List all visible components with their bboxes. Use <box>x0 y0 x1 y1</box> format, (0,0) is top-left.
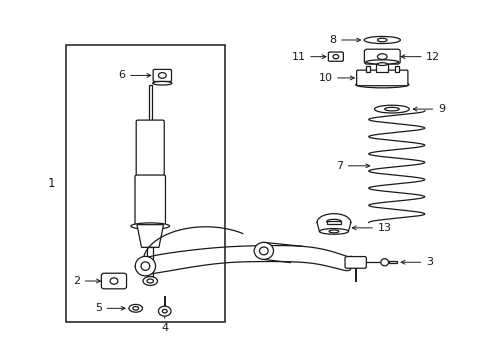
Circle shape <box>158 73 166 78</box>
Ellipse shape <box>135 256 155 276</box>
Ellipse shape <box>374 105 408 113</box>
Bar <box>65 45 224 322</box>
FancyBboxPatch shape <box>328 52 343 61</box>
Polygon shape <box>137 225 163 247</box>
Ellipse shape <box>380 259 388 266</box>
Text: 12: 12 <box>426 51 440 62</box>
Ellipse shape <box>364 36 400 44</box>
Ellipse shape <box>133 306 138 310</box>
Ellipse shape <box>384 107 398 111</box>
Ellipse shape <box>147 279 153 283</box>
Text: 11: 11 <box>291 51 305 62</box>
Text: 7: 7 <box>335 161 343 171</box>
Bar <box>394 66 398 72</box>
Ellipse shape <box>142 276 157 285</box>
Ellipse shape <box>365 60 398 64</box>
FancyBboxPatch shape <box>364 49 399 64</box>
Ellipse shape <box>254 242 273 260</box>
Ellipse shape <box>152 81 172 85</box>
Ellipse shape <box>131 223 169 229</box>
Bar <box>326 221 341 224</box>
Text: 1: 1 <box>47 177 55 190</box>
Ellipse shape <box>162 309 167 313</box>
Ellipse shape <box>328 230 338 233</box>
FancyBboxPatch shape <box>135 175 165 228</box>
FancyBboxPatch shape <box>356 70 407 86</box>
Ellipse shape <box>141 262 149 270</box>
Ellipse shape <box>158 306 171 316</box>
Ellipse shape <box>259 247 267 255</box>
FancyBboxPatch shape <box>136 120 164 176</box>
Text: 4: 4 <box>161 323 168 333</box>
Ellipse shape <box>377 63 386 66</box>
Bar <box>148 85 152 122</box>
Ellipse shape <box>326 219 341 224</box>
Ellipse shape <box>377 38 386 42</box>
Text: 13: 13 <box>377 223 391 233</box>
Text: 3: 3 <box>425 257 432 267</box>
Text: 5: 5 <box>95 303 102 313</box>
Ellipse shape <box>355 81 408 88</box>
Bar <box>147 247 153 276</box>
Bar <box>388 261 396 263</box>
Ellipse shape <box>110 278 118 284</box>
FancyBboxPatch shape <box>345 257 366 268</box>
Ellipse shape <box>319 229 348 234</box>
Ellipse shape <box>377 54 386 59</box>
Text: 2: 2 <box>73 276 80 286</box>
FancyBboxPatch shape <box>101 273 126 289</box>
Ellipse shape <box>129 305 142 312</box>
Text: 6: 6 <box>118 71 125 80</box>
Circle shape <box>332 54 338 59</box>
Bar <box>376 64 387 72</box>
FancyBboxPatch shape <box>153 69 171 81</box>
Bar <box>365 66 369 72</box>
Text: 10: 10 <box>318 73 332 83</box>
Text: 8: 8 <box>328 35 336 45</box>
Text: 9: 9 <box>437 104 444 114</box>
